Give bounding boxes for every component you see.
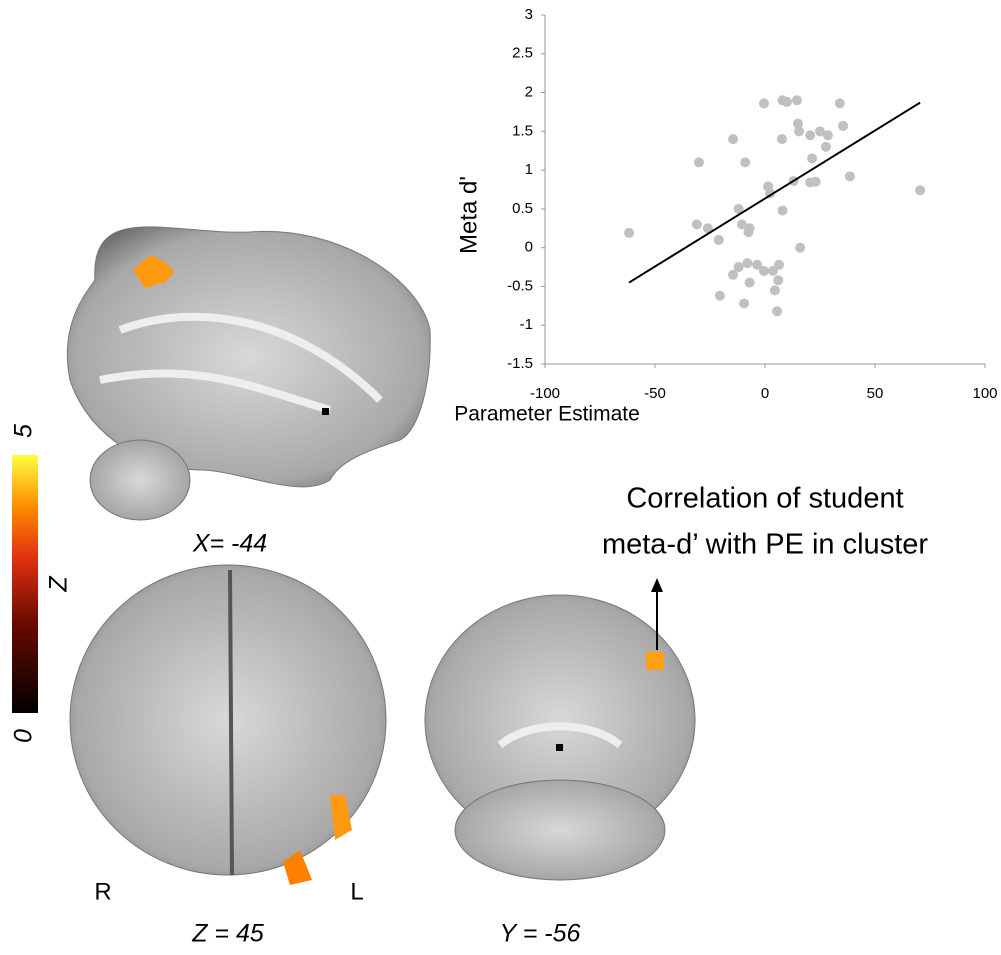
point [770, 285, 780, 295]
point [838, 121, 848, 131]
annotation: meta-d’ with PE in cluster [602, 529, 928, 561]
coronal-slice [425, 595, 695, 880]
point [624, 228, 634, 238]
x-axis-title: Parameter Estimate [454, 403, 640, 426]
activation [646, 652, 664, 670]
point [692, 219, 702, 229]
point [742, 258, 752, 268]
point [805, 130, 815, 140]
point [792, 95, 802, 105]
figure: X= -44 Z = 45 Y = -56 R L Correlation of… [0, 0, 1001, 950]
colorbar-tick: 5 [10, 424, 38, 438]
point [835, 98, 845, 108]
x-tick-label: -50 [644, 385, 666, 402]
point [715, 291, 725, 301]
point [794, 126, 804, 136]
colorbar [12, 455, 38, 713]
y-tick-label: 1 [525, 161, 533, 178]
slice-label: X= -44 [192, 530, 267, 558]
point [795, 243, 805, 253]
y-tick-label: -0.5 [507, 277, 533, 294]
slice-label: Z = 45 [191, 920, 264, 948]
y-axis-title: Meta d' [455, 176, 482, 254]
point [811, 177, 821, 187]
y-tick-label: 2.5 [512, 45, 533, 62]
point [694, 157, 704, 167]
point [744, 227, 754, 237]
y-tick-label: 0 [525, 239, 533, 256]
point [728, 270, 738, 280]
y-tick-label: 2 [525, 84, 533, 101]
y-tick-label: 0.5 [512, 200, 533, 217]
x-tick-label: -100 [530, 385, 560, 402]
point [845, 171, 855, 181]
point [739, 299, 749, 309]
x-tick-label: 100 [972, 385, 997, 402]
point [774, 260, 784, 270]
point [740, 157, 750, 167]
point [745, 278, 755, 288]
x-tick-label: 50 [867, 385, 884, 402]
point [821, 142, 831, 152]
sagittal-slice [67, 227, 430, 520]
point [772, 306, 782, 316]
y-tick-label: -1.5 [507, 355, 533, 372]
point [773, 275, 783, 285]
slice-label: Y = -56 [500, 920, 581, 948]
y-tick-label: -1 [520, 316, 533, 333]
annotation: Correlation of student [626, 483, 903, 515]
point [714, 235, 724, 245]
point [777, 134, 787, 144]
axial-slice [70, 565, 386, 885]
y-tick-label: 3 [525, 6, 533, 23]
page: X= -44 Z = 45 Y = -56 R L Correlation of… [0, 0, 1001, 955]
side-label: R [94, 878, 111, 905]
point [782, 97, 792, 107]
point [807, 153, 817, 163]
point [823, 130, 833, 140]
y-tick-label: 1.5 [512, 122, 533, 139]
trendline [629, 103, 920, 283]
point [759, 98, 769, 108]
point [915, 185, 925, 195]
colorbar-tick: 0 [10, 729, 38, 743]
point [728, 134, 738, 144]
side-label: L [350, 878, 363, 905]
arrowhead [651, 578, 663, 592]
point [759, 266, 769, 276]
x-tick-label: 0 [761, 385, 769, 402]
point [778, 205, 788, 215]
colorbar-label: Z [45, 576, 73, 593]
